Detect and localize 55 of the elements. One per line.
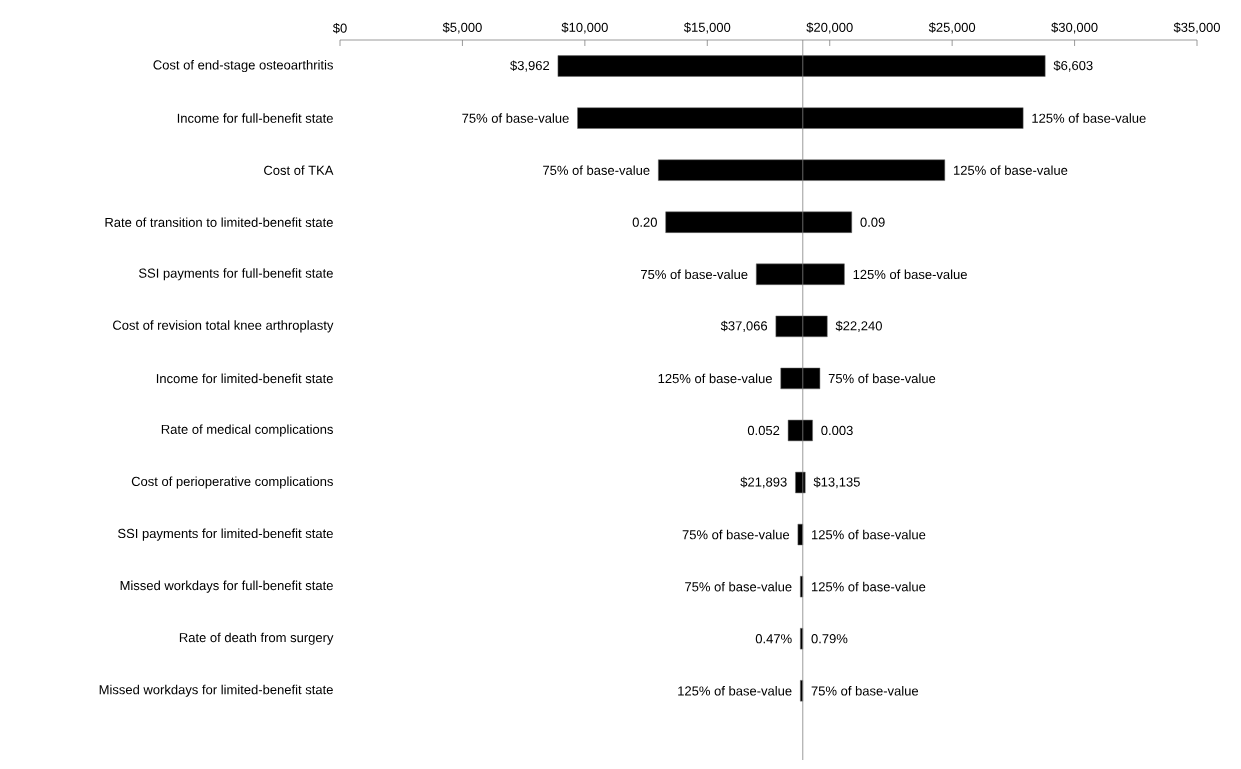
annotation: 125% of base-value <box>1032 113 1146 123</box>
x-tick-label: $5,000 <box>442 22 482 34</box>
y-tick-label: Rate of death from surgery <box>179 632 334 645</box>
annotation: 75% of base-value <box>682 529 790 540</box>
annotation: 125% of base-value <box>678 685 792 696</box>
y-tick-label: Cost of revision total knee arthroplasty <box>113 320 334 333</box>
y-tick-label: Missed workdays for full-benefit state <box>120 580 333 593</box>
y-tick-label: Cost of perioperative complications <box>131 476 333 489</box>
annotation: 125% of base-value <box>953 165 1068 175</box>
x-tick-label: $10,000 <box>561 22 608 34</box>
annotation: 0.47% <box>755 634 792 644</box>
bar <box>665 211 853 233</box>
annotation: 125% of base-value <box>853 269 967 280</box>
y-tick-label: Missed workdays for limited-benefit state <box>99 684 333 697</box>
x-tick-label: $15,000 <box>683 22 731 34</box>
x-tick-label: $25,000 <box>928 22 976 34</box>
annotation: 75% of base-value <box>811 685 919 696</box>
x-tick-label: $35,000 <box>1173 22 1220 34</box>
y-tick-label: Income for full-benefit state <box>177 113 333 123</box>
annotation: 125% of base-value <box>811 581 926 592</box>
bar <box>775 315 828 337</box>
bar <box>780 367 821 390</box>
annotation: 125% of base-value <box>811 529 926 540</box>
y-tick-label: Rate of transition to limited-benefit state <box>105 217 333 227</box>
y-tick-label: SSI payments for limited-benefit state <box>118 528 333 541</box>
annotation: 125% of base-value <box>658 373 772 384</box>
annotation: 75% of base-value <box>641 269 748 280</box>
annotation: 0.09 <box>860 217 885 227</box>
x-tick-label: $0 <box>332 22 347 34</box>
x-tick-label: $30,000 <box>1051 22 1098 34</box>
annotation: 0.20 <box>632 217 657 227</box>
y-tick-label: Rate of medical complications <box>161 424 333 437</box>
y-tick-label: Income for limited-benefit state <box>156 373 333 384</box>
annotation: 0.003 <box>821 425 853 436</box>
annotation: $22,240 <box>835 320 882 332</box>
x-tick-label: $20,000 <box>806 22 853 34</box>
annotation: 75% of base-value <box>543 165 650 175</box>
annotation: $13,135 <box>813 476 860 489</box>
annotation: 0.052 <box>747 425 780 436</box>
annotation: $21,893 <box>740 476 787 489</box>
bar <box>658 159 946 181</box>
y-tick-label: SSI payments for full-benefit state <box>138 268 333 281</box>
y-tick-label: Cost of end-stage osteoarthritis <box>153 59 333 73</box>
annotation: 75% of base-value <box>685 581 792 592</box>
bar <box>557 55 1046 77</box>
bar <box>756 263 845 285</box>
bar <box>577 107 1024 129</box>
annotation: 75% of base-value <box>828 373 936 384</box>
annotation: 75% of base-value <box>462 113 569 123</box>
annotation: $3,962 <box>510 60 550 72</box>
annotation: $6,603 <box>1053 60 1093 72</box>
annotation: $37,066 <box>720 320 768 332</box>
bar <box>787 419 813 442</box>
annotation: 0.79% <box>811 634 848 644</box>
y-tick-label: Cost of TKA <box>264 165 334 175</box>
